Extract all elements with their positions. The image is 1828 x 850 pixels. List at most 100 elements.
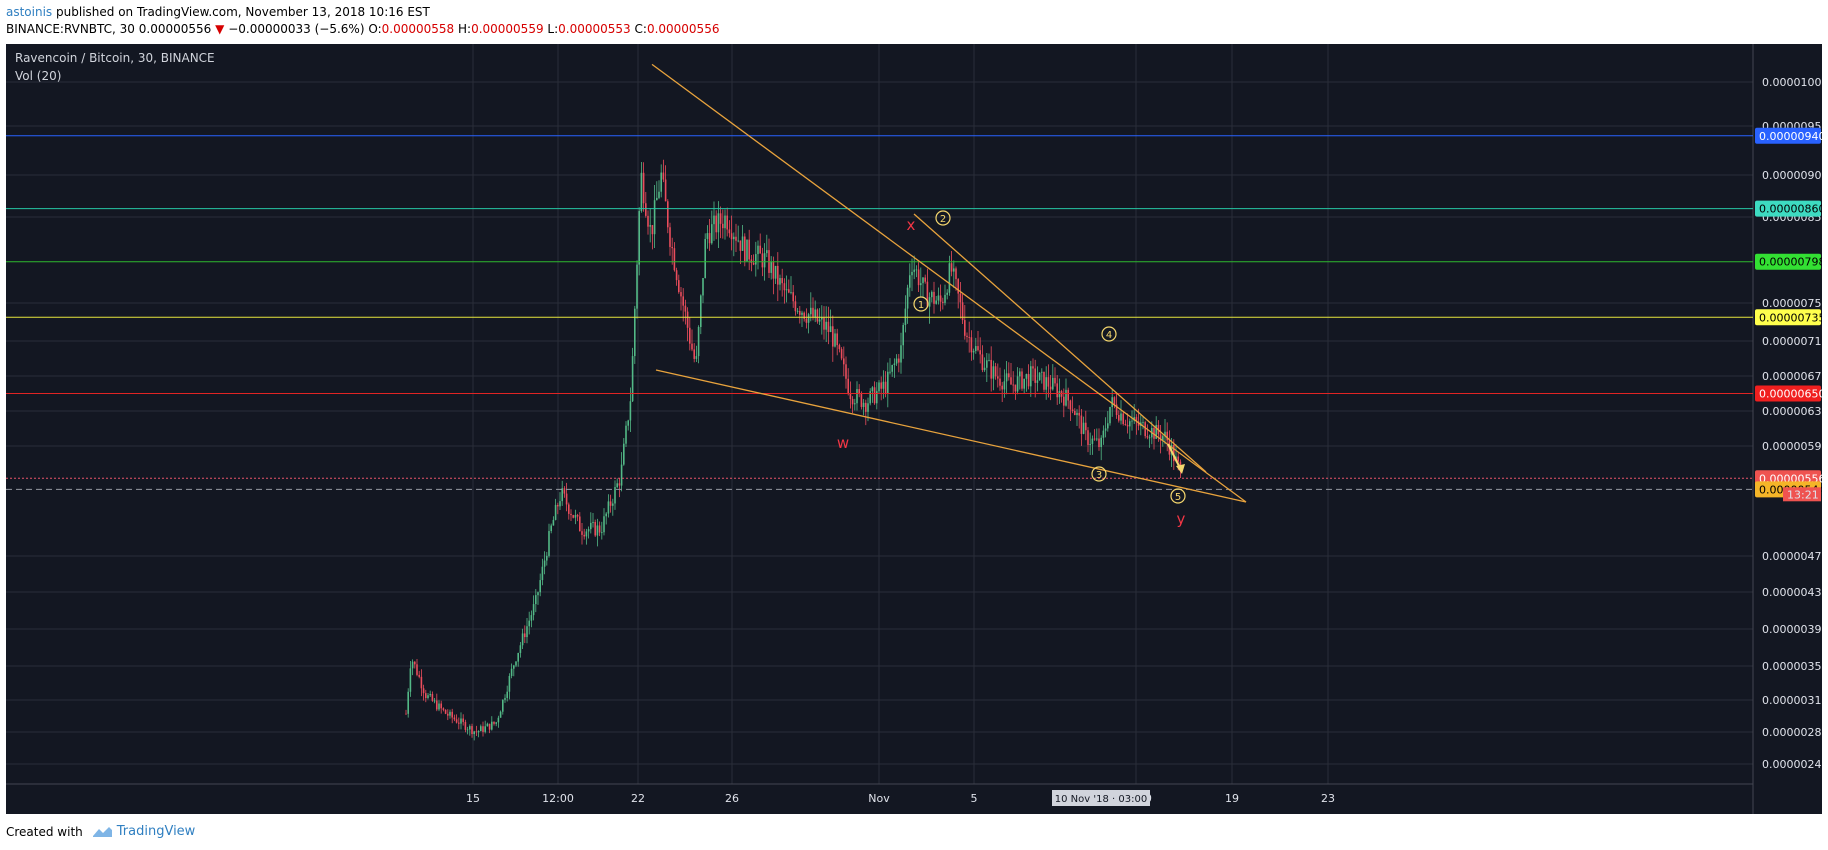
candle-body [647,215,649,227]
candle-body [524,633,526,638]
candle-body [436,700,438,710]
candle-body [711,224,713,244]
price-level-tag [1755,127,1821,144]
candle-body [1146,436,1149,438]
candle-body [884,381,887,394]
candle-body [891,365,893,372]
candle-body [1126,424,1129,427]
candle-body [1102,430,1105,438]
candle-body [1063,396,1065,406]
candle-body [1120,413,1122,421]
candle-body [763,253,766,268]
candle-body [440,703,442,709]
candle-body [1159,434,1162,441]
y-tick-label: 0.00000710 [1762,335,1822,348]
author-link[interactable]: astoinis [6,5,53,19]
candle-body [627,420,629,426]
candle-body [693,349,695,359]
candle-body [939,295,942,302]
candle-body [944,294,946,303]
candle-body [475,731,478,733]
candle-body [1054,377,1056,384]
x-tick-label: 23 [1321,792,1335,805]
candle-body [739,240,742,251]
candle-body [1052,377,1054,390]
candle-body [937,295,940,301]
candle-body [1166,431,1168,441]
candle-body [563,488,566,494]
candle-body [684,305,687,312]
candle-body [834,333,836,347]
candle-body [860,393,863,407]
corrective-label-y: y [1177,510,1186,528]
y-tick-label: 0.00000590 [1762,440,1822,453]
candle-body [444,709,447,714]
candle-body [700,295,702,327]
candle-body [568,504,570,514]
y-tick-label: 0.00000280 [1762,726,1822,739]
candle-body [484,726,486,732]
candle-body [805,318,808,323]
candle-body [662,172,665,180]
candle-body [950,263,953,272]
candle-body [748,239,750,260]
candle-body [418,674,420,677]
candle-body [431,694,434,701]
candle-body [477,731,480,733]
candle-body [1111,397,1113,407]
close-label: C: [634,22,647,36]
chart-pane[interactable]: 0.00001000 0.00000950 0.00000900 0.00000850… [6,44,1822,814]
candle-body [579,516,581,532]
candle-body [880,382,882,389]
candle-body [829,326,832,333]
candle-body [865,402,867,412]
candle-body [669,227,671,247]
candle-body [636,264,638,309]
candle-body [649,225,651,227]
candle-body [794,301,797,312]
candle-body [491,721,493,730]
candle-body [796,310,799,312]
candle-body [1118,414,1120,421]
y-tick-label: 0.00000315 [1762,694,1822,707]
price-chart[interactable]: 0.000010000.000009500.000009000.00000850… [6,44,1822,814]
candle-body [697,326,700,357]
candle-body [493,721,495,724]
candle-body [781,278,783,284]
candle-body [911,271,913,276]
candle-body [601,532,603,534]
candle-body [1056,383,1058,398]
candle-body [1177,456,1179,462]
volume-indicator-label[interactable]: Vol (20) [15,69,62,83]
candle-body [871,387,874,392]
candle-body [854,403,856,405]
candle-body [922,277,924,284]
candle-body [994,366,997,377]
candle-body [785,289,788,291]
candle-body [730,233,733,240]
candle-body [682,296,684,306]
candle-body [959,293,962,303]
candle-body [587,529,590,532]
candle-body [416,664,418,675]
tradingview-cloud-icon [92,826,112,837]
candle-body [1098,438,1100,448]
candle-body [1012,384,1014,386]
candle-body [744,236,746,262]
price-change: −0.00000033 (−5.6%) [228,22,365,36]
y-tick-label: 0.00000245 [1762,758,1822,771]
candle-body [920,283,922,286]
candle-body [1153,428,1155,439]
candle-body [750,259,753,263]
candle-body [607,501,610,514]
candle-body [1148,437,1151,439]
created-with-text: Created with [6,824,83,839]
candle-body [405,713,407,715]
publish-line: astoinis published on TradingView.com, N… [6,4,719,21]
candle-body [1067,389,1069,401]
candle-body [895,358,898,364]
candle-body [691,343,693,350]
tradingview-logo[interactable]: TradingView [91,824,195,839]
price-level-tag [1755,385,1821,402]
candle-body [851,398,854,405]
